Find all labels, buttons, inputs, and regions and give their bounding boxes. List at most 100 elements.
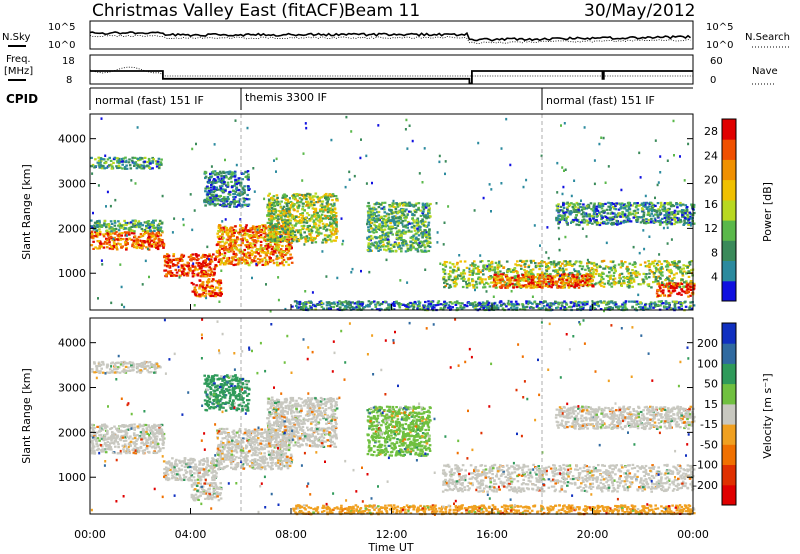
power-echo-cell <box>608 202 612 205</box>
power-echo-cell <box>133 235 137 238</box>
power-echo-cell <box>531 278 534 281</box>
power-echo-cell <box>289 253 292 256</box>
power-echo-cell <box>225 205 228 208</box>
power-echo-cell <box>289 229 293 232</box>
power-echo-cell <box>241 193 244 196</box>
power-echo-cell <box>154 242 157 245</box>
power-echo-cell <box>206 193 210 196</box>
power-echo-cell <box>485 268 489 271</box>
power-echo-cell <box>371 209 375 212</box>
power-echo-cell <box>322 195 325 198</box>
power-echo-cell <box>217 173 221 176</box>
power-echo-cell <box>214 291 217 295</box>
power-echo-cell <box>471 269 475 272</box>
power-echo-cell <box>620 282 623 285</box>
power-echo-cell <box>457 274 460 277</box>
power-echo-cell <box>410 222 414 225</box>
power-echo-cell <box>271 199 274 202</box>
power-echo-cell <box>275 202 279 205</box>
power-echo-cell <box>424 206 428 209</box>
power-echo-cell <box>551 280 555 283</box>
power-echo-cell <box>642 278 645 281</box>
power-echo-cell <box>229 227 232 230</box>
power-echo-cell <box>517 285 521 288</box>
power-echo-cell <box>401 204 405 207</box>
power-echo-cell <box>384 245 388 248</box>
power-echo-cell <box>676 266 680 269</box>
power-echo-cell <box>133 164 136 167</box>
power-echo-cell <box>331 193 335 196</box>
power-echo-cell <box>222 170 225 173</box>
power-echo-cell <box>482 273 485 276</box>
power-echo-cell <box>655 292 659 295</box>
power-echo-cell <box>119 238 122 241</box>
power-echo-cell <box>673 264 676 268</box>
power-echo-cell <box>235 247 238 250</box>
power-echo-cell <box>218 258 221 261</box>
power-echo-cell <box>265 245 268 249</box>
power-echo-cell <box>386 245 390 248</box>
power-echo-cell <box>317 228 320 231</box>
power-echo-cell <box>276 263 279 267</box>
power-echo-cell <box>299 213 303 216</box>
power-echo-cell <box>244 234 247 237</box>
power-echo-cell <box>210 260 214 263</box>
power-echo-cell <box>646 265 649 268</box>
power-echo-cell <box>630 281 633 284</box>
power-echo-cell <box>155 246 158 249</box>
power-echo-cell <box>533 280 537 283</box>
power-echo-cell <box>259 233 263 236</box>
power-echo-cell <box>603 220 606 224</box>
power-echo-cell <box>229 235 232 238</box>
power-echo-cell <box>251 234 254 237</box>
power-echo-cell <box>275 198 279 201</box>
power-echo-cell <box>476 267 479 270</box>
power-echo-cell <box>394 217 398 220</box>
power-echo-cell <box>306 201 310 204</box>
power-echo-cell <box>227 231 230 234</box>
power-echo-cell <box>689 288 693 291</box>
power-echo-cell <box>323 206 326 209</box>
power-echo-cell <box>284 225 287 228</box>
power-echo-cell <box>276 196 279 199</box>
power-echo-cell <box>129 167 133 170</box>
power-echo-cell <box>216 286 219 289</box>
power-echo-cell <box>225 184 228 187</box>
power-echo-cell <box>513 283 517 286</box>
power-echo-cell <box>200 270 203 273</box>
power-echo-cell <box>186 261 189 264</box>
power-echo-cell <box>137 220 141 223</box>
power-echo-cell <box>166 261 170 265</box>
power-echo-cell <box>374 215 378 218</box>
power-echo-cell <box>310 217 314 220</box>
power-echo-cell <box>291 235 295 238</box>
power-echo-cell <box>234 225 237 228</box>
power-echo-cell <box>269 243 272 246</box>
power-echo-cell <box>244 226 248 229</box>
power-echo-cell <box>614 213 617 216</box>
power-echo-cell <box>281 219 284 222</box>
power-echo-cell <box>395 231 399 234</box>
power-echo-cell <box>160 230 164 233</box>
power-echo-cell <box>145 246 148 249</box>
power-echo-cell <box>578 260 582 263</box>
power-echo-cell <box>685 206 689 209</box>
power-echo-cell <box>218 237 221 241</box>
power-echo-cell <box>102 233 105 236</box>
power-echo-cell <box>390 205 394 208</box>
power-echo-cell <box>301 205 305 208</box>
power-echo-cell <box>574 283 577 287</box>
power-echo-cell <box>520 279 524 282</box>
power-echo-cell <box>128 164 132 167</box>
power-echo-cell <box>133 230 136 233</box>
power-echo-cell <box>310 236 313 239</box>
power-echo-cell <box>222 261 226 265</box>
power-echo-cell <box>280 224 283 228</box>
power-echo-cell <box>258 248 262 251</box>
power-echo-cell <box>385 221 389 224</box>
power-echo-cell <box>275 241 279 244</box>
power-echo-cell <box>93 166 96 169</box>
power-echo-cell <box>623 276 627 279</box>
power-echo-cell <box>320 219 323 222</box>
power-echo-cell <box>401 211 405 214</box>
